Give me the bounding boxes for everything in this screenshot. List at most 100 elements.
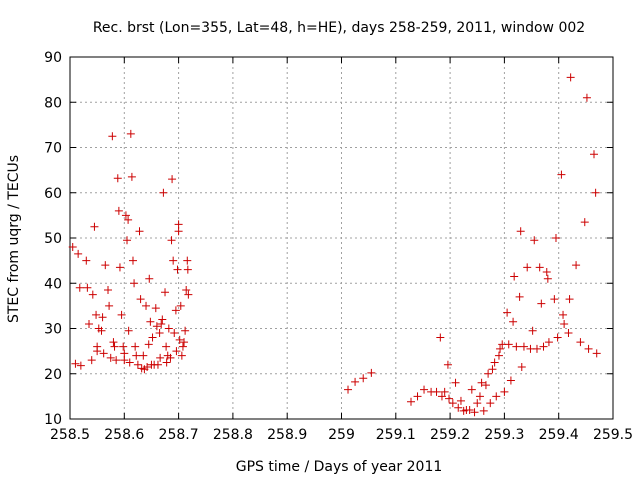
data-point bbox=[143, 362, 152, 371]
data-point bbox=[535, 263, 544, 272]
data-point bbox=[509, 317, 518, 326]
data-point bbox=[180, 338, 189, 347]
data-point bbox=[157, 319, 166, 328]
grid-lines bbox=[70, 57, 613, 419]
data-point bbox=[413, 392, 422, 401]
data-point bbox=[516, 227, 525, 236]
data-point bbox=[136, 295, 145, 304]
data-point bbox=[168, 175, 177, 184]
data-point bbox=[176, 301, 185, 310]
data-point bbox=[351, 377, 360, 386]
data-point bbox=[565, 295, 574, 304]
data-point bbox=[359, 374, 368, 383]
data-point bbox=[177, 351, 186, 360]
y-tick-label: 40 bbox=[44, 276, 62, 292]
data-point bbox=[479, 406, 488, 415]
y-tick-label: 20 bbox=[44, 367, 62, 383]
data-point bbox=[440, 387, 449, 396]
data-point bbox=[174, 227, 183, 236]
data-point bbox=[108, 132, 117, 141]
data-point bbox=[181, 326, 190, 335]
data-point bbox=[133, 360, 142, 369]
data-point bbox=[161, 288, 170, 297]
y-tick-label: 50 bbox=[44, 231, 62, 247]
data-point bbox=[477, 378, 486, 387]
data-point bbox=[171, 306, 180, 315]
x-tick-label: 259.2 bbox=[430, 427, 470, 443]
data-point bbox=[523, 263, 532, 272]
chart-title: Rec. brst (Lon=355, Lat=48, h=HE), days … bbox=[93, 20, 585, 36]
data-point bbox=[543, 274, 552, 283]
data-point bbox=[88, 290, 97, 299]
data-point bbox=[82, 256, 91, 265]
data-point bbox=[591, 188, 600, 197]
data-point bbox=[456, 396, 465, 405]
data-point bbox=[465, 405, 474, 414]
data-point bbox=[169, 256, 178, 265]
data-point bbox=[97, 326, 106, 335]
data-point bbox=[142, 301, 151, 310]
y-tick-label: 70 bbox=[44, 141, 62, 157]
data-point bbox=[132, 351, 141, 360]
data-point bbox=[130, 279, 139, 288]
data-point bbox=[506, 376, 515, 385]
data-point bbox=[470, 408, 479, 417]
data-point bbox=[174, 220, 183, 229]
y-axis-label: STEC from uqrg / TECUs bbox=[6, 155, 22, 323]
data-point bbox=[496, 344, 505, 353]
data-point bbox=[158, 315, 167, 324]
data-point bbox=[139, 351, 148, 360]
data-point bbox=[467, 385, 476, 394]
data-point bbox=[557, 170, 566, 179]
y-tick-label: 10 bbox=[44, 412, 62, 428]
data-points bbox=[68, 73, 601, 417]
data-point bbox=[584, 344, 593, 353]
x-tick-label: 259.1 bbox=[376, 427, 416, 443]
x-tick-label: 258.5 bbox=[50, 427, 90, 443]
data-point bbox=[167, 236, 176, 245]
data-point bbox=[109, 338, 118, 347]
data-point bbox=[184, 290, 193, 299]
data-point bbox=[182, 286, 191, 295]
data-point bbox=[105, 301, 114, 310]
data-point bbox=[451, 378, 460, 387]
data-point bbox=[162, 342, 171, 351]
data-point bbox=[93, 347, 102, 356]
data-point bbox=[564, 329, 573, 338]
data-point bbox=[503, 308, 512, 317]
data-point bbox=[135, 227, 144, 236]
data-point bbox=[71, 359, 80, 368]
data-point bbox=[119, 342, 128, 351]
data-point bbox=[515, 292, 524, 301]
data-point bbox=[173, 265, 182, 274]
data-point bbox=[486, 399, 495, 408]
data-point bbox=[90, 222, 99, 231]
data-point bbox=[124, 215, 133, 224]
x-tick-label: 258.9 bbox=[267, 427, 307, 443]
data-point bbox=[162, 358, 171, 367]
data-point bbox=[484, 369, 493, 378]
data-point bbox=[115, 263, 124, 272]
data-point bbox=[104, 286, 113, 295]
data-point bbox=[437, 392, 446, 401]
data-point bbox=[155, 329, 164, 338]
data-point bbox=[528, 326, 537, 335]
data-point bbox=[92, 310, 101, 319]
data-point bbox=[481, 381, 490, 390]
data-point bbox=[344, 385, 353, 394]
y-tick-label: 80 bbox=[44, 95, 62, 111]
data-point bbox=[572, 261, 581, 270]
data-point bbox=[126, 129, 135, 138]
data-point bbox=[124, 326, 133, 335]
data-point bbox=[539, 342, 548, 351]
data-point bbox=[519, 342, 528, 351]
data-point bbox=[75, 283, 84, 292]
data-point bbox=[589, 150, 598, 159]
y-tick-label: 30 bbox=[44, 322, 62, 338]
data-point bbox=[128, 256, 137, 265]
data-point bbox=[566, 73, 575, 82]
data-point bbox=[148, 333, 157, 342]
data-point bbox=[367, 368, 376, 377]
x-tick-label: 259.5 bbox=[593, 427, 633, 443]
